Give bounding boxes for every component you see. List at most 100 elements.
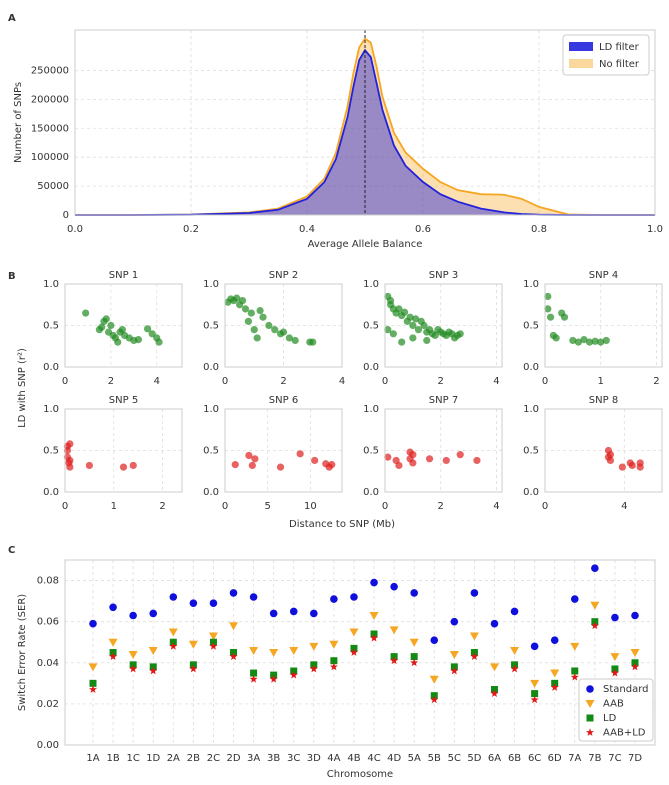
- x-tick-label: 0: [222, 376, 228, 387]
- subplot-title: SNP 4: [589, 270, 618, 281]
- point: [569, 336, 577, 345]
- marker: [469, 632, 479, 641]
- point: [591, 337, 599, 345]
- x-tick-label: 5: [265, 501, 271, 512]
- point: [66, 463, 74, 471]
- marker: [610, 668, 619, 677]
- marker: [89, 685, 97, 693]
- point: [119, 463, 128, 471]
- point: [311, 456, 319, 465]
- marker: [430, 636, 439, 644]
- point: [574, 338, 583, 346]
- marker: [269, 609, 278, 618]
- point: [148, 330, 156, 338]
- subplot-title: SNP 5: [109, 395, 138, 406]
- y-tick-label: 0.0: [523, 487, 539, 498]
- x-tick-label: 2: [159, 501, 165, 512]
- point: [82, 309, 90, 317]
- subplot-title: SNP 3: [429, 270, 458, 281]
- x-tick-label: 4: [339, 376, 345, 387]
- marker: [430, 695, 439, 704]
- legend-swatch: [569, 42, 593, 51]
- point: [244, 317, 252, 325]
- point: [602, 336, 610, 345]
- subplot-title: SNP 7: [429, 395, 458, 406]
- marker: [409, 638, 419, 647]
- point: [544, 305, 552, 313]
- x-tick-label: 3B: [267, 753, 280, 764]
- point: [328, 461, 336, 469]
- point: [231, 461, 239, 469]
- marker: [189, 664, 198, 673]
- panel-label: A: [8, 13, 16, 24]
- legend-marker: [586, 728, 594, 736]
- subplot-frame: [64, 283, 183, 368]
- point: [431, 331, 439, 340]
- marker: [370, 633, 379, 642]
- point: [134, 336, 143, 344]
- marker: [449, 651, 459, 660]
- x-tick-label: 4D: [387, 753, 401, 764]
- x-tick-label: 4: [621, 501, 627, 512]
- plot-frame: [74, 29, 656, 216]
- density-line: [75, 48, 655, 216]
- point: [296, 450, 304, 458]
- point: [585, 338, 594, 346]
- marker: [410, 589, 418, 597]
- x-tick-label: 5D: [467, 753, 481, 764]
- point: [251, 455, 259, 463]
- panel-label: B: [8, 271, 16, 282]
- point: [309, 338, 317, 346]
- marker: [88, 663, 98, 672]
- marker: [389, 626, 399, 635]
- marker: [570, 672, 579, 681]
- y-axis-label: Number of SNPs: [13, 82, 24, 163]
- legend-swatch: [569, 59, 593, 68]
- x-tick-label: 3D: [307, 753, 321, 764]
- marker: [108, 638, 118, 647]
- point: [442, 456, 450, 465]
- marker: [109, 603, 117, 612]
- x-tick-label: 4: [493, 376, 499, 387]
- marker: [510, 607, 519, 616]
- y-tick-label: 0.0: [523, 362, 539, 373]
- subplot-frame: [64, 408, 183, 493]
- marker: [330, 657, 338, 665]
- x-tick-label: 4B: [347, 753, 360, 764]
- x-tick-label: 0.4: [299, 224, 315, 235]
- marker: [349, 648, 358, 656]
- y-tick-label: 0.0: [363, 487, 379, 498]
- marker: [269, 649, 279, 657]
- subplot-frame: [544, 408, 663, 493]
- marker: [169, 593, 178, 601]
- y-tick-label: 1.0: [363, 404, 379, 415]
- marker: [329, 662, 338, 671]
- x-tick-label: 1A: [86, 753, 99, 764]
- y-tick-label: 0: [63, 210, 69, 221]
- legend-marker: [585, 700, 595, 708]
- point: [606, 451, 615, 459]
- legend-label: AAB: [603, 699, 624, 710]
- marker: [489, 663, 499, 672]
- plot-frame: [64, 559, 656, 746]
- point: [580, 336, 588, 344]
- point: [618, 463, 626, 471]
- marker: [209, 642, 218, 650]
- y-tick-label: 0.5: [43, 321, 59, 332]
- point: [389, 330, 397, 338]
- x-tick-label: 7B: [588, 753, 601, 764]
- point: [247, 309, 255, 317]
- x-tick-label: 6A: [488, 753, 501, 764]
- marker: [490, 619, 499, 628]
- marker: [129, 664, 138, 673]
- y-tick-label: 0.5: [523, 321, 539, 332]
- point: [253, 334, 261, 342]
- legend-label: LD: [603, 713, 617, 724]
- x-tick-label: 1B: [106, 753, 119, 764]
- y-tick-label: 0.5: [203, 446, 219, 457]
- y-tick-label: 0.02: [37, 699, 59, 710]
- marker: [208, 632, 218, 641]
- x-tick-label: 4A: [327, 753, 340, 764]
- point: [544, 292, 552, 301]
- y-tick-label: 150000: [31, 123, 69, 134]
